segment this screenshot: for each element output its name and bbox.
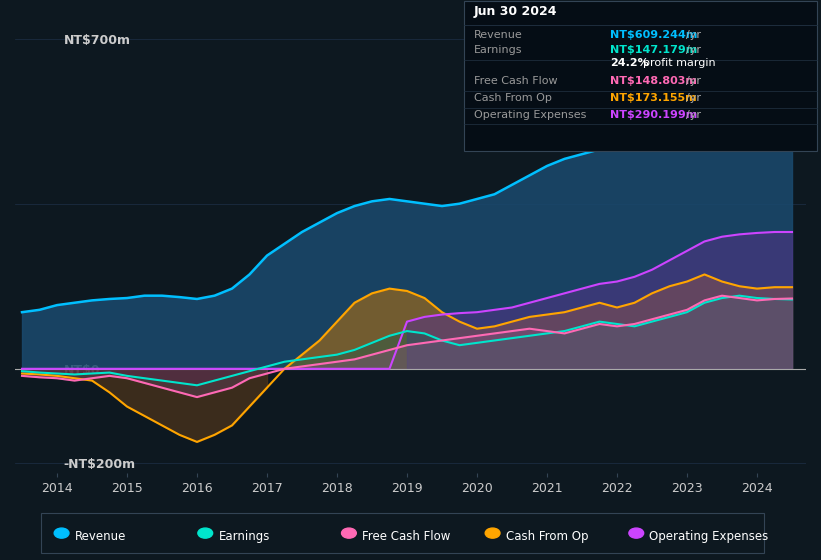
Text: /yr: /yr [686, 76, 700, 86]
Text: Earnings: Earnings [474, 45, 522, 55]
Text: Cash From Op: Cash From Op [506, 530, 588, 543]
Text: /yr: /yr [686, 110, 700, 120]
Text: profit margin: profit margin [643, 58, 715, 68]
Text: Cash From Op: Cash From Op [474, 93, 552, 103]
Text: Operating Expenses: Operating Expenses [649, 530, 768, 543]
Text: Jun 30 2024: Jun 30 2024 [474, 4, 557, 17]
Text: Free Cash Flow: Free Cash Flow [362, 530, 451, 543]
Text: NT$290.199m: NT$290.199m [610, 110, 697, 120]
Text: /yr: /yr [686, 45, 700, 55]
Text: NT$609.244m: NT$609.244m [610, 30, 697, 40]
Text: NT$148.803m: NT$148.803m [610, 76, 697, 86]
Text: /yr: /yr [686, 93, 700, 103]
Text: /yr: /yr [686, 30, 700, 40]
Text: Operating Expenses: Operating Expenses [474, 110, 586, 120]
Text: Earnings: Earnings [218, 530, 270, 543]
Text: Free Cash Flow: Free Cash Flow [474, 76, 557, 86]
Text: 24.2%: 24.2% [610, 58, 649, 68]
Text: NT$147.179m: NT$147.179m [610, 45, 697, 55]
Text: Revenue: Revenue [474, 30, 522, 40]
Text: NT$173.155m: NT$173.155m [610, 93, 697, 103]
Text: Revenue: Revenue [75, 530, 126, 543]
